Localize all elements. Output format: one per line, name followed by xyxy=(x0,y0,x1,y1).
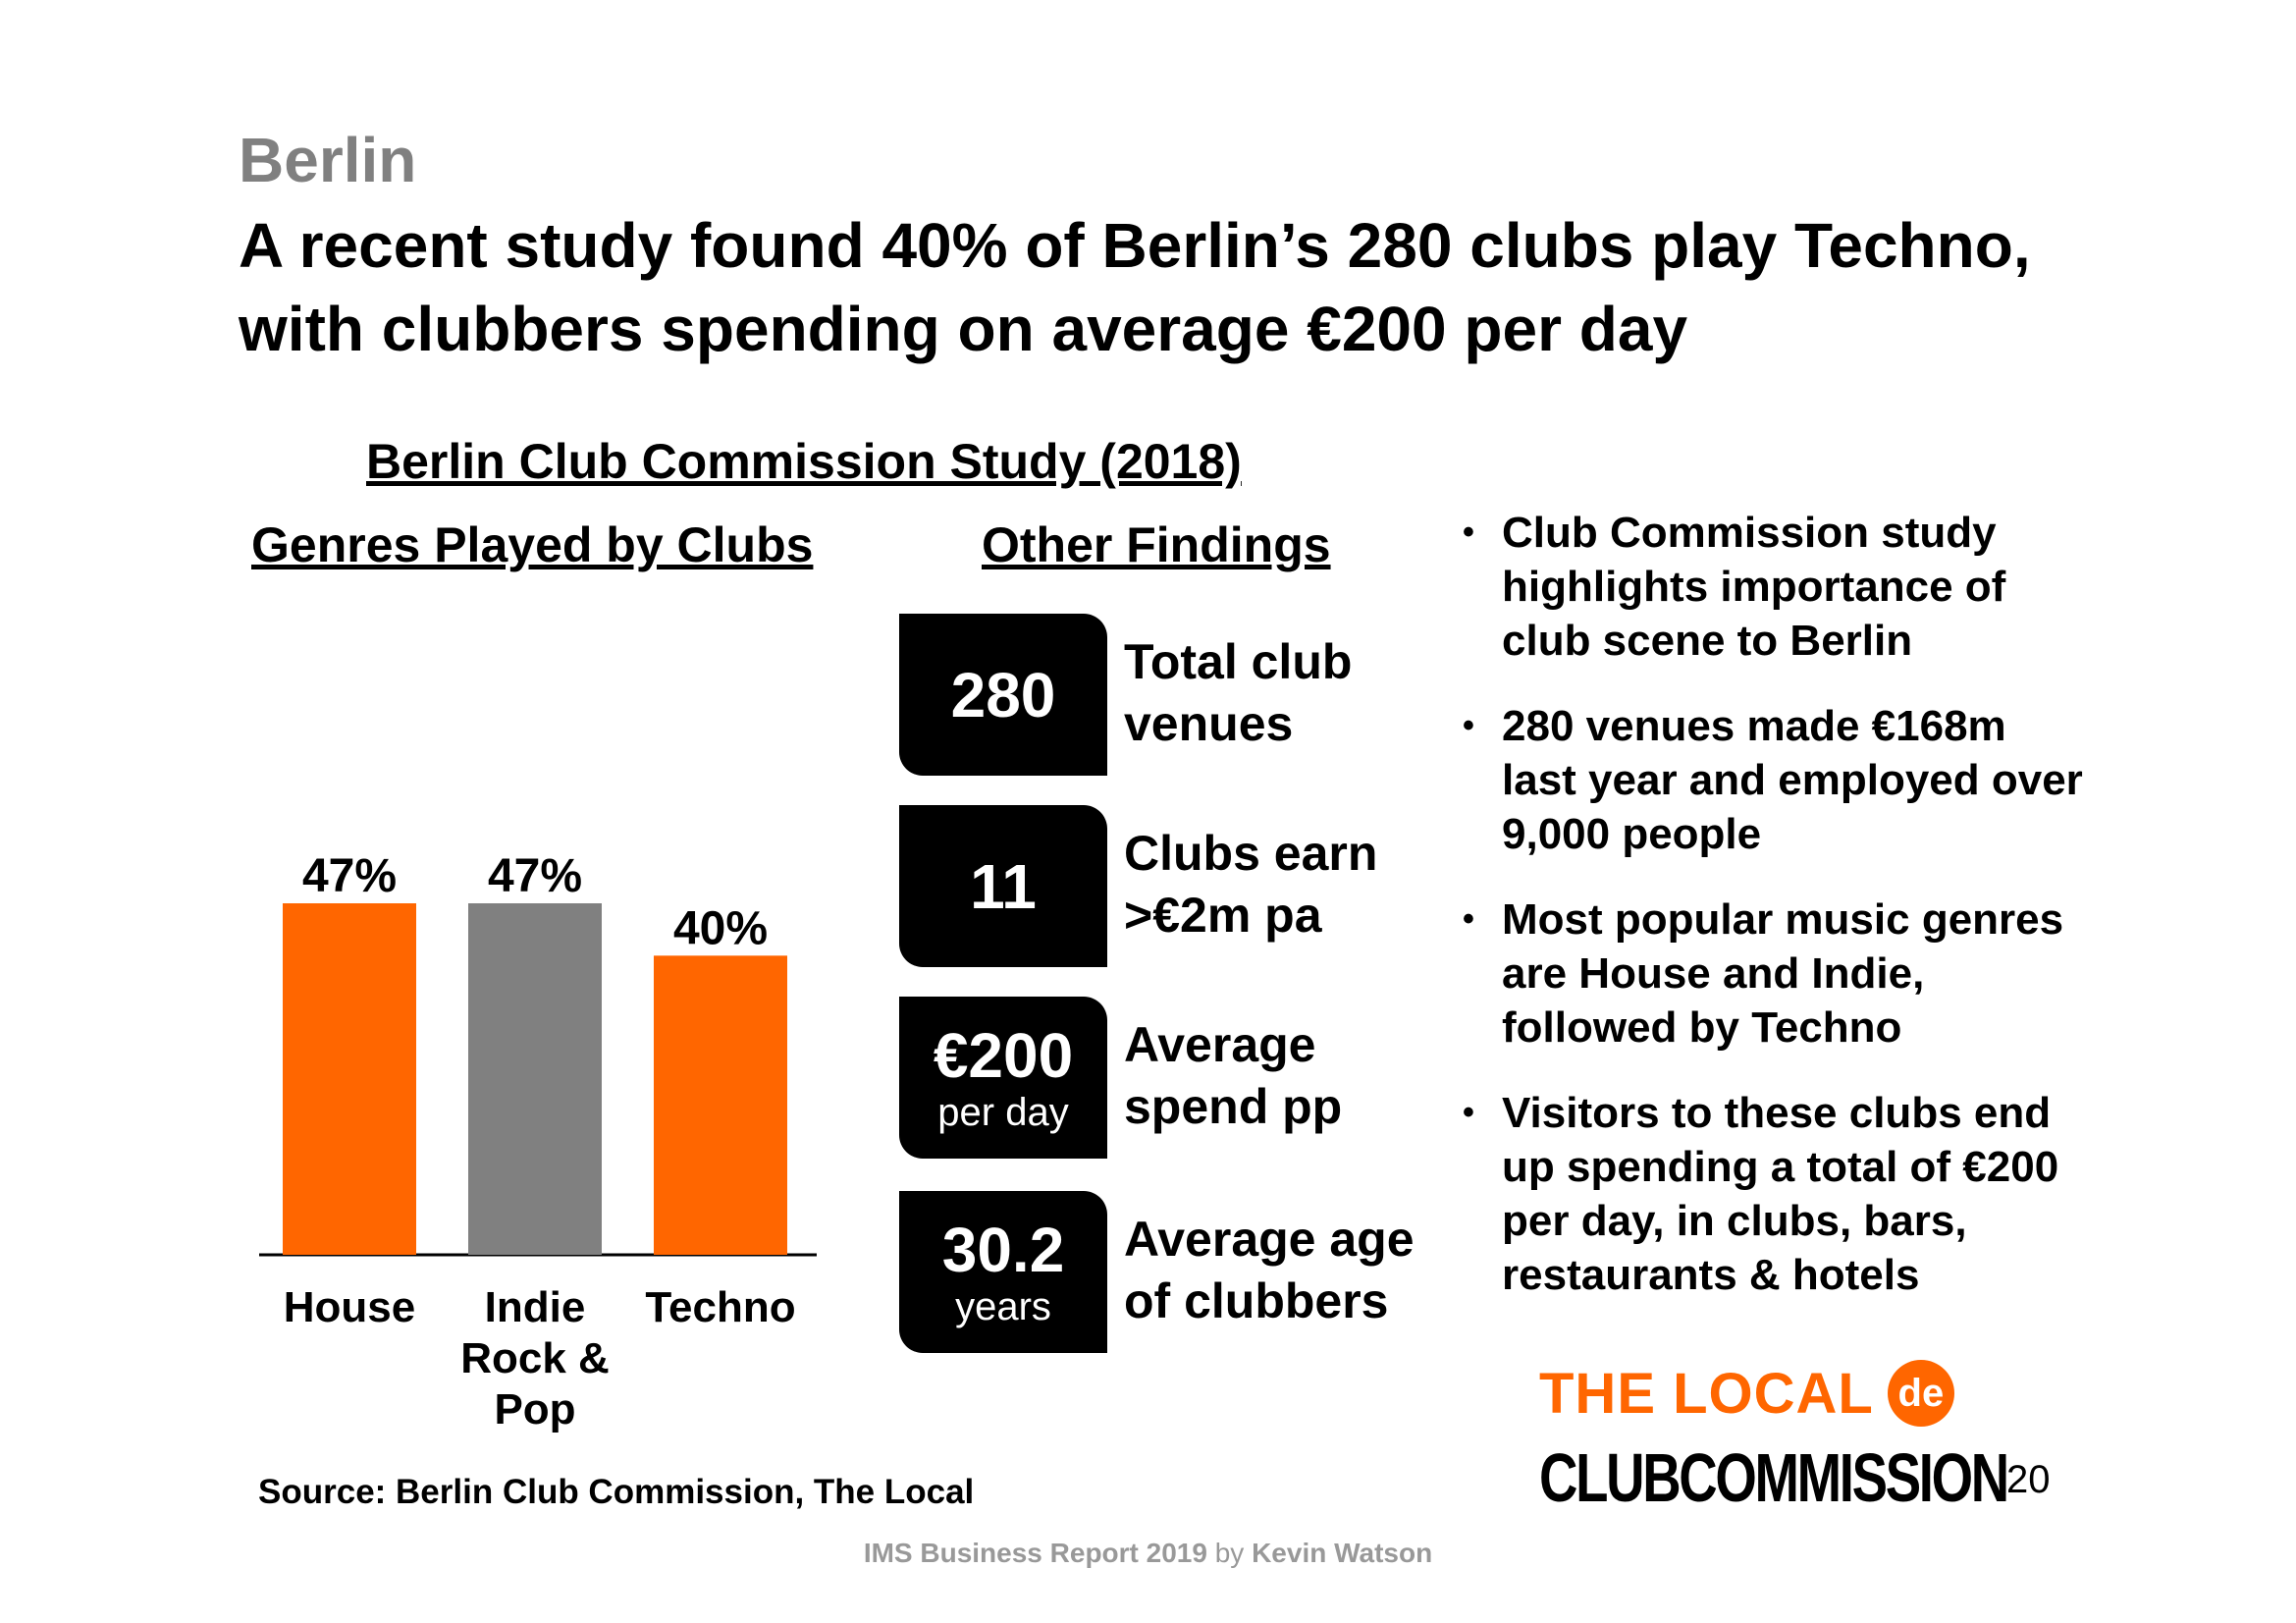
finding-box-3: 30.2 years xyxy=(899,1191,1107,1353)
findings-title: Other Findings xyxy=(982,517,1331,572)
category-label-1: Indie Rock & Pop xyxy=(460,1283,610,1434)
finding-unit: per day xyxy=(937,1090,1069,1134)
genres-title: Genres Played by Clubs xyxy=(251,517,814,572)
finding-value: 30.2 xyxy=(941,1214,1065,1285)
bullet-text: 280 venues made €168m last year and empl… xyxy=(1502,702,2083,858)
bullet-text: Most popular music genres are House and … xyxy=(1502,895,2064,1052)
finding-value: 280 xyxy=(950,659,1056,730)
footer: IMS Business Report 2019 by Kevin Watson xyxy=(0,1538,2296,1569)
finding-value: €200 xyxy=(933,1019,1074,1091)
bar-2 xyxy=(654,955,787,1255)
category-label-line: House xyxy=(284,1283,415,1331)
category-label-line: Pop xyxy=(494,1385,575,1434)
finding-label-line: Total club xyxy=(1124,634,1353,689)
finding-label-line: of clubbers xyxy=(1124,1273,1389,1328)
bullet-dot-icon: • xyxy=(1463,514,1474,551)
finding-box-2: €200 per day xyxy=(899,997,1107,1159)
finding-label-1: Clubs earn >€2m pa xyxy=(1124,823,1458,947)
category-label-0: House xyxy=(284,1283,415,1331)
the-local-logo-text: THE LOCAL xyxy=(1539,1361,1874,1426)
data-label-2: 40% xyxy=(673,902,768,954)
bullet-list: • Club Commission study highlights import… xyxy=(1463,506,2091,1333)
finding-label-line: Average xyxy=(1124,1017,1316,1072)
finding-value: 11 xyxy=(970,850,1037,922)
bullet-item: • Club Commission study highlights import… xyxy=(1463,506,2091,668)
bullet-dot-icon: • xyxy=(1463,1094,1474,1131)
study-title: Berlin Club Commission Study (2018) xyxy=(366,434,1242,489)
the-local-logo: THE LOCAL de xyxy=(1539,1360,1954,1427)
footer-by: by xyxy=(1214,1538,1245,1568)
bar-1 xyxy=(468,903,602,1255)
finding-label-line: Clubs earn xyxy=(1124,826,1378,881)
finding-label-line: venues xyxy=(1124,696,1294,751)
category-label-line: Rock & xyxy=(460,1334,610,1382)
finding-box-1: 11 xyxy=(899,805,1107,967)
bullet-item: • 280 venues made €168m last year and emp… xyxy=(1463,699,2091,861)
category-label-2: Techno xyxy=(645,1283,795,1331)
slide-kicker: Berlin xyxy=(239,125,417,195)
the-local-logo-badge: de xyxy=(1887,1360,1954,1427)
category-label-line: Indie xyxy=(485,1283,586,1331)
finding-label-2: Average spend pp xyxy=(1124,1014,1458,1138)
slide-headline: A recent study found 40% of Berlin’s 280… xyxy=(239,210,2031,364)
footer-report: IMS Business Report 2019 xyxy=(863,1538,1207,1568)
finding-label-line: >€2m pa xyxy=(1124,888,1322,943)
bullet-text: Visitors to these clubs end up spending … xyxy=(1502,1089,2059,1299)
genres-bar-chart: 47% House 47% Indie Rock & Pop 40% Techno xyxy=(259,850,817,1434)
bullet-dot-icon: • xyxy=(1463,707,1474,744)
finding-label-3: Average age of clubbers xyxy=(1124,1209,1458,1332)
data-label-1: 47% xyxy=(488,850,582,902)
footer-author: Kevin Watson xyxy=(1252,1538,1433,1568)
source-note: Source: Berlin Club Commission, The Loca… xyxy=(258,1473,975,1511)
finding-unit: years xyxy=(955,1284,1051,1328)
bullet-dot-icon: • xyxy=(1463,900,1474,938)
finding-label-line: Average age xyxy=(1124,1212,1415,1267)
finding-label-line: spend pp xyxy=(1124,1079,1343,1134)
club-commission-logo: CLUBCOMMISSION xyxy=(1539,1439,2009,1516)
bar-0 xyxy=(283,903,416,1255)
category-label-line: Techno xyxy=(645,1283,795,1331)
finding-label-0: Total club venues xyxy=(1124,631,1458,755)
bullet-item: • Most popular music genres are House and… xyxy=(1463,893,2091,1055)
page-number: 20 xyxy=(2006,1458,2051,1501)
bullet-text: Club Commission study highlights importa… xyxy=(1502,509,2006,665)
data-label-0: 47% xyxy=(302,850,397,902)
finding-box-0: 280 xyxy=(899,614,1107,776)
bullet-item: • Visitors to these clubs end up spending… xyxy=(1463,1086,2091,1302)
